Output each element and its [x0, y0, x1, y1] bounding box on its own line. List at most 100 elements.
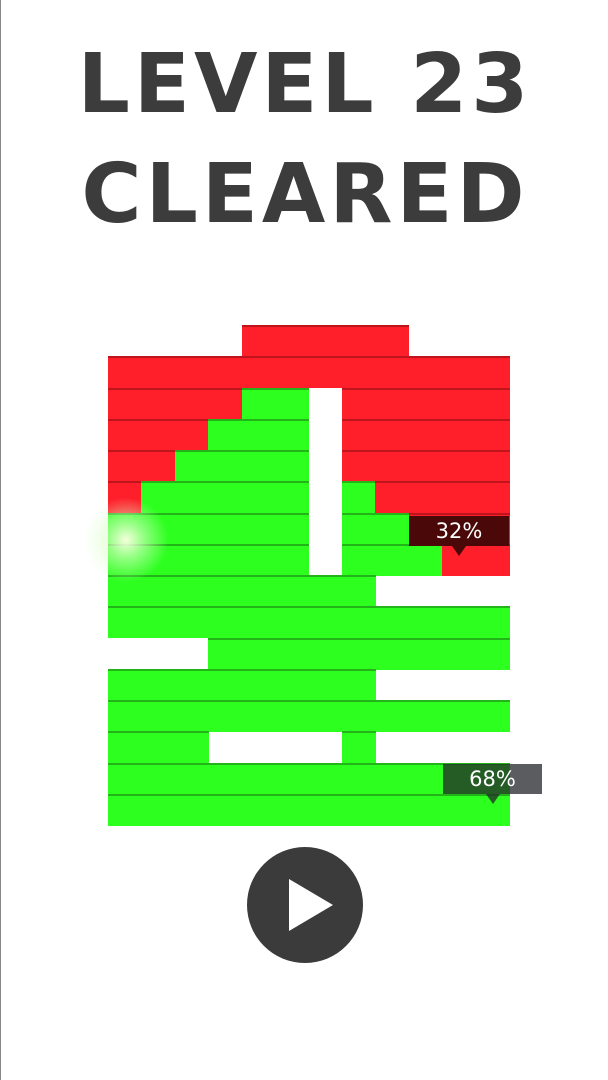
green-tile — [141, 700, 176, 732]
red-tile — [375, 325, 410, 357]
red-tile — [341, 450, 376, 482]
cleared-title: CLEARED — [81, 147, 529, 242]
green-tile — [208, 418, 243, 451]
green-tile — [208, 762, 243, 795]
green-tile — [275, 762, 310, 795]
green-tile — [308, 606, 343, 639]
play-button[interactable] — [247, 847, 363, 963]
green-tile — [174, 543, 209, 576]
green-tile — [275, 387, 310, 420]
red-score-badge: 32% — [409, 516, 509, 556]
green-tile — [341, 700, 376, 732]
green-tile — [108, 793, 142, 826]
green-tile — [341, 731, 376, 764]
green-tile — [174, 575, 209, 607]
green-tile — [275, 700, 310, 732]
red-tile — [108, 450, 142, 482]
green-tile — [208, 700, 243, 732]
green-tile — [141, 793, 176, 826]
red-tile — [475, 481, 510, 514]
red-tile — [442, 387, 477, 420]
red-tile — [442, 450, 477, 482]
green-tile — [341, 637, 376, 670]
green-tile — [475, 637, 510, 670]
green-tile — [241, 512, 276, 545]
green-tile — [241, 606, 276, 639]
red-tile — [208, 356, 243, 389]
green-tile — [275, 481, 310, 514]
level-title: LEVEL 23 — [77, 37, 533, 132]
green-tile — [174, 668, 209, 701]
red-tile — [475, 387, 510, 420]
red-tile — [241, 325, 276, 357]
green-tile — [108, 668, 142, 701]
green-tile — [108, 731, 142, 764]
green-tile — [241, 793, 276, 826]
green-tile — [208, 512, 243, 545]
green-score-badge: 68% — [443, 764, 542, 804]
green-tile — [141, 575, 176, 607]
green-tile — [275, 668, 310, 701]
green-tile — [375, 543, 410, 576]
green-tile — [408, 700, 443, 732]
green-tile — [442, 700, 477, 732]
green-tile — [475, 606, 510, 639]
green-tile — [275, 450, 310, 482]
green-tile — [108, 512, 142, 545]
green-tile — [308, 700, 343, 732]
green-tile — [174, 450, 209, 482]
red-tile — [174, 387, 209, 420]
red-tile — [141, 450, 176, 482]
red-tile — [475, 450, 510, 482]
green-tile — [141, 543, 176, 576]
green-tile — [308, 762, 343, 795]
red-tile — [108, 387, 142, 420]
green-tile — [442, 793, 477, 826]
green-tile — [141, 512, 176, 545]
green-tile — [241, 762, 276, 795]
green-tile — [174, 606, 209, 639]
green-tile — [442, 606, 477, 639]
green-tile — [208, 543, 243, 576]
green-tile — [408, 637, 443, 670]
red-tile — [408, 481, 443, 514]
red-tile — [442, 356, 477, 389]
red-tile — [341, 387, 376, 420]
green-tile — [275, 575, 310, 607]
green-tile — [174, 793, 209, 826]
red-tile — [108, 481, 142, 514]
green-tile — [341, 543, 376, 576]
red-tile — [208, 387, 243, 420]
red-tile — [341, 418, 376, 451]
red-tile — [408, 387, 443, 420]
red-tile — [408, 418, 443, 451]
green-tile — [141, 606, 176, 639]
green-tile — [108, 606, 142, 639]
green-tile — [208, 481, 243, 514]
green-tile — [208, 606, 243, 639]
green-tile — [241, 387, 276, 420]
red-tile — [108, 418, 142, 451]
green-tile — [375, 793, 410, 826]
green-tile — [375, 637, 410, 670]
green-tile — [341, 762, 376, 795]
green-tile — [141, 668, 176, 701]
red-tile — [375, 481, 410, 514]
green-tile — [408, 793, 443, 826]
red-tile — [442, 481, 477, 514]
red-tile — [408, 356, 443, 389]
green-tile — [208, 450, 243, 482]
green-tile — [442, 637, 477, 670]
green-tile — [308, 575, 343, 607]
red-tile — [141, 418, 176, 451]
red-tile — [408, 450, 443, 482]
green-tile — [341, 668, 376, 701]
green-tile — [241, 575, 276, 607]
red-tile — [308, 325, 343, 357]
green-tile — [308, 637, 343, 670]
green-tile — [174, 762, 209, 795]
green-tile — [341, 793, 376, 826]
green-tile — [341, 512, 376, 545]
green-tile — [308, 668, 343, 701]
red-tile — [375, 387, 410, 420]
